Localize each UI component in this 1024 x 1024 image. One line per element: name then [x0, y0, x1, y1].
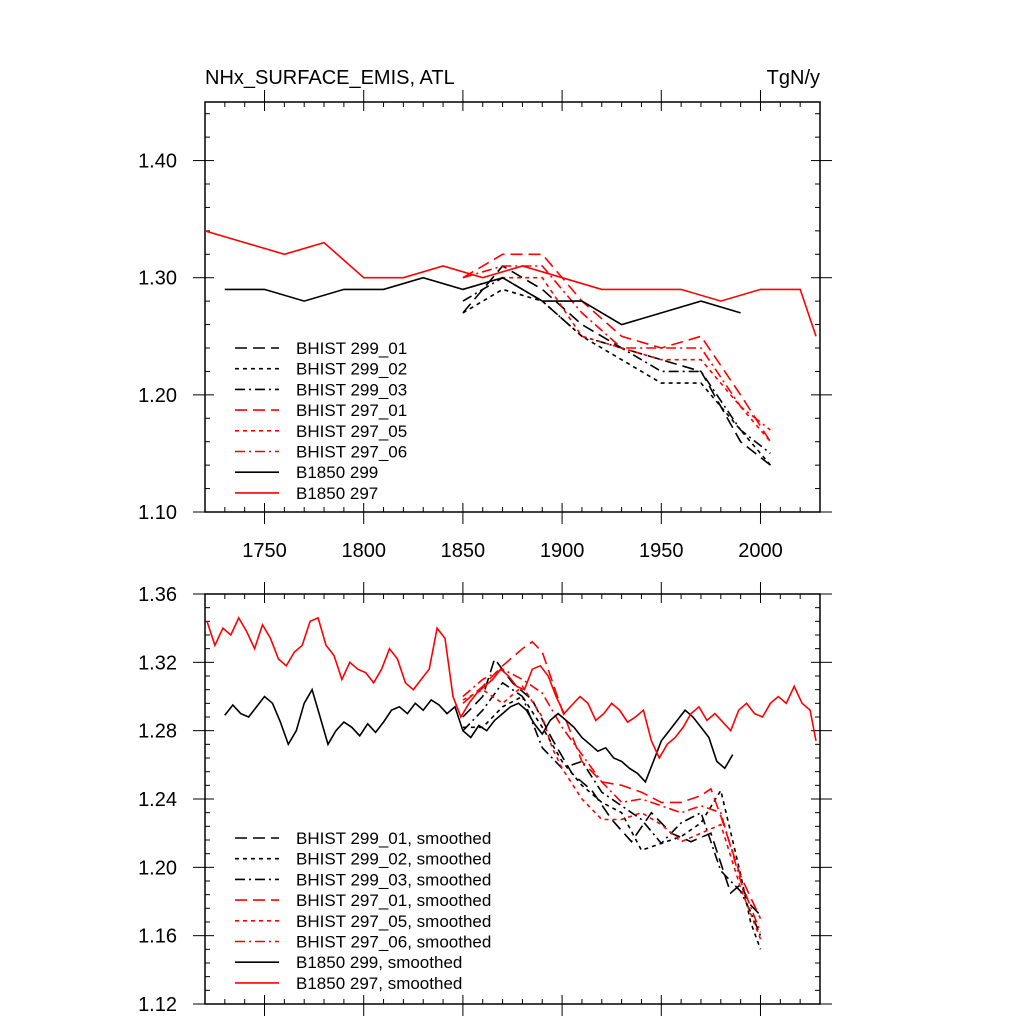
x-tick-label: 1750	[242, 540, 287, 562]
y-tick-label: 1.30	[138, 268, 177, 290]
series-line-bhist-297-06	[462, 265, 771, 431]
y-tick-label: 1.20	[138, 385, 177, 407]
y-tick-label: 1.36	[138, 584, 177, 606]
series-line-b1850-299-smoothed	[224, 687, 734, 784]
legend-label: BHIST 299_02, smoothed	[296, 850, 491, 869]
series-line-bhist-297-05-smoothed	[462, 685, 762, 940]
y-tick-label: 1.32	[138, 652, 177, 674]
y-tick-label: 1.24	[138, 789, 177, 811]
series-line-b1850-297	[205, 230, 817, 337]
bottom-series-group	[206, 616, 817, 950]
legend-label: BHIST 299_01	[296, 339, 407, 358]
y-tick-label: 1.10	[138, 502, 177, 524]
series-line-bhist-299-01	[462, 264, 771, 466]
legend-label: BHIST 297_05	[296, 422, 407, 441]
series-line-bhist-297-01-smoothed	[462, 640, 762, 919]
top-series-group	[205, 230, 817, 466]
legend-label: BHIST 299_03, smoothed	[296, 870, 491, 889]
legend-label: B1850 299	[296, 463, 378, 482]
top-plot-frame	[204, 101, 821, 513]
series-line-bhist-299-03	[462, 276, 771, 455]
series-line-b1850-297-smoothed	[206, 616, 817, 760]
top-panel: NHx_SURFACE_EMIS, ATL TgN/y 1750 1800 1850…	[138, 67, 832, 562]
legend-label: BHIST 297_01, smoothed	[296, 891, 491, 910]
x-tick-label: 2000	[738, 540, 783, 562]
legend-label: BHIST 299_03	[296, 380, 407, 399]
series-line-bhist-299-01-smoothed	[462, 657, 762, 916]
top-axis-ticks: 1750 1800 1850 1900 1950 2000 1.10 1.20 1.30 1.40	[138, 90, 832, 562]
y-tick-label: 1.40	[138, 151, 177, 173]
legend-label: BHIST 297_06	[296, 443, 407, 462]
y-tick-label: 1.16	[138, 926, 177, 948]
series-line-bhist-297-01	[462, 253, 772, 443]
top-title-left: NHx_SURFACE_EMIS, ATL	[205, 67, 455, 89]
x-tick-label: 1900	[540, 540, 585, 562]
y-tick-label: 1.20	[138, 857, 177, 879]
legend-label: B1850 297	[296, 484, 378, 503]
legend-label: BHIST 299_01, smoothed	[296, 829, 491, 848]
legend-label: BHIST 297_05, smoothed	[296, 912, 491, 931]
y-tick-label: 1.12	[138, 994, 177, 1016]
legend-label: BHIST 299_02	[296, 360, 407, 379]
bottom-legend: BHIST 299_01, smoothed BHIST 299_02, smoo…	[235, 829, 491, 993]
legend-label: B1850 299, smoothed	[296, 953, 462, 972]
series-line-bhist-297-05	[462, 276, 772, 443]
x-tick-label: 1800	[341, 540, 386, 562]
y-tick-label: 1.28	[138, 721, 177, 743]
x-tick-label: 1850	[441, 540, 486, 562]
legend-label: B1850 297, smoothed	[296, 974, 462, 993]
legend-label: BHIST 297_01	[296, 401, 407, 420]
legend-label: BHIST 297_06, smoothed	[296, 933, 491, 952]
series-line-b1850-299	[224, 276, 741, 326]
x-tick-label: 1950	[639, 540, 684, 562]
bottom-axis-ticks: 1.12 1.16 1.20 1.24 1.28 1.32 1.36	[138, 582, 832, 1016]
series-line-bhist-299-03-smoothed	[462, 681, 762, 937]
series-line-bhist-299-02-smoothed	[462, 695, 762, 950]
series-line-bhist-299-02	[462, 288, 772, 466]
bottom-panel: 1.12 1.16 1.20 1.24 1.28 1.32 1.36 BHIST 299_0…	[138, 582, 832, 1016]
series-line-bhist-297-06-smoothed	[462, 668, 762, 933]
top-title-right: TgN/y	[767, 67, 820, 89]
